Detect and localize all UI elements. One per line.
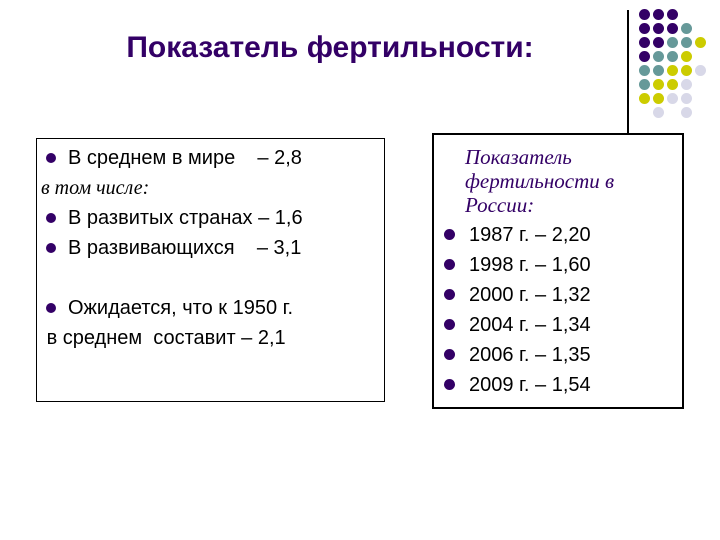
bullet-icon [46, 153, 56, 163]
yellow-dot-icon [653, 93, 664, 104]
teal-dot-icon [681, 23, 692, 34]
teal-dot-icon [639, 79, 650, 90]
yellow-dot-icon [681, 65, 692, 76]
indigo-dot-icon [639, 51, 650, 62]
year-value-label: 2009 г. – 1,54 [469, 374, 591, 396]
bullet-icon [46, 243, 56, 253]
lavender-dot-icon [695, 65, 706, 76]
russia-heading-line: России: [465, 193, 535, 217]
bullet-icon [46, 213, 56, 223]
corner-dots-decoration [639, 9, 715, 127]
indigo-dot-icon [653, 37, 664, 48]
year-value-line: 2004 г. – 1,34 [434, 310, 682, 340]
yellow-dot-icon [695, 37, 706, 48]
lavender-dot-icon [653, 107, 664, 118]
yellow-dot-icon [639, 93, 650, 104]
teal-dot-icon [653, 51, 664, 62]
bullet-icon [444, 229, 455, 240]
text-line-label: В среднем в мире – 2,8 [68, 147, 302, 169]
bullet-icon [444, 349, 455, 360]
teal-dot-icon [681, 37, 692, 48]
text-line-label: в среднем составит – 2,1 [41, 327, 286, 349]
slide-title: Показатель фертильности: [126, 31, 534, 64]
indigo-dot-icon [653, 9, 664, 20]
year-value-line: 1987 г. – 2,20 [434, 220, 682, 250]
left-box-lines: В среднем в мире – 2,8 в том числе: В разв… [37, 143, 384, 353]
indigo-dot-icon [667, 23, 678, 34]
lavender-dot-icon [681, 79, 692, 90]
bullet-icon [444, 379, 455, 390]
text-line [37, 263, 384, 293]
indigo-dot-icon [639, 37, 650, 48]
teal-dot-icon [639, 65, 650, 76]
text-line-label: В развитых странах – 1,6 [68, 207, 303, 229]
yellow-dot-icon [667, 79, 678, 90]
year-value-label: 1998 г. – 1,60 [469, 254, 591, 276]
russia-heading-line: Показатель [465, 145, 572, 169]
year-value-label: 2004 г. – 1,34 [469, 314, 591, 336]
bullet-icon [444, 319, 455, 330]
corner-vertical-line [627, 10, 629, 133]
indigo-dot-icon [639, 9, 650, 20]
text-line-label: В развивающихся – 3,1 [68, 237, 302, 259]
text-line: В развитых странах – 1,6 [37, 203, 384, 233]
teal-dot-icon [653, 65, 664, 76]
year-value-label: 1987 г. – 2,20 [469, 224, 591, 246]
text-line: Ожидается, что к 1950 г. [37, 293, 384, 323]
text-line: в среднем составит – 2,1 [37, 323, 384, 353]
bullet-icon [46, 303, 56, 313]
year-value-line: 2000 г. – 1,32 [434, 280, 682, 310]
russia-fertility-box: Показатель фертильности в России: 1987 г. … [432, 133, 684, 409]
bullet-icon [444, 289, 455, 300]
year-value-line: 2006 г. – 1,35 [434, 340, 682, 370]
lavender-dot-icon [667, 93, 678, 104]
yellow-dot-icon [667, 65, 678, 76]
year-value-line: 1998 г. – 1,60 [434, 250, 682, 280]
lavender-dot-icon [681, 107, 692, 118]
bullet-icon [444, 259, 455, 270]
world-fertility-box: В среднем в мире – 2,8 в том числе: В разв… [36, 138, 385, 402]
indigo-dot-icon [653, 23, 664, 34]
text-line-label: в том числе: [41, 177, 150, 199]
teal-dot-icon [667, 51, 678, 62]
text-line: в том числе: [37, 173, 384, 203]
text-line: В среднем в мире – 2,8 [37, 143, 384, 173]
russia-items: 1987 г. – 2,20 1998 г. – 1,60 2000 г. – 1,… [434, 220, 682, 400]
text-line-label: Ожидается, что к 1950 г. [68, 297, 294, 319]
year-value-line: 2009 г. – 1,54 [434, 370, 682, 400]
teal-dot-icon [667, 37, 678, 48]
russia-heading: Показатель фертильности в России: [434, 145, 682, 217]
text-line: В развивающихся – 3,1 [37, 233, 384, 263]
year-value-label: 2000 г. – 1,32 [469, 284, 591, 306]
russia-heading-line: фертильности в [465, 169, 615, 193]
year-value-label: 2006 г. – 1,35 [469, 344, 591, 366]
indigo-dot-icon [667, 9, 678, 20]
yellow-dot-icon [681, 51, 692, 62]
yellow-dot-icon [653, 79, 664, 90]
indigo-dot-icon [639, 23, 650, 34]
lavender-dot-icon [681, 93, 692, 104]
